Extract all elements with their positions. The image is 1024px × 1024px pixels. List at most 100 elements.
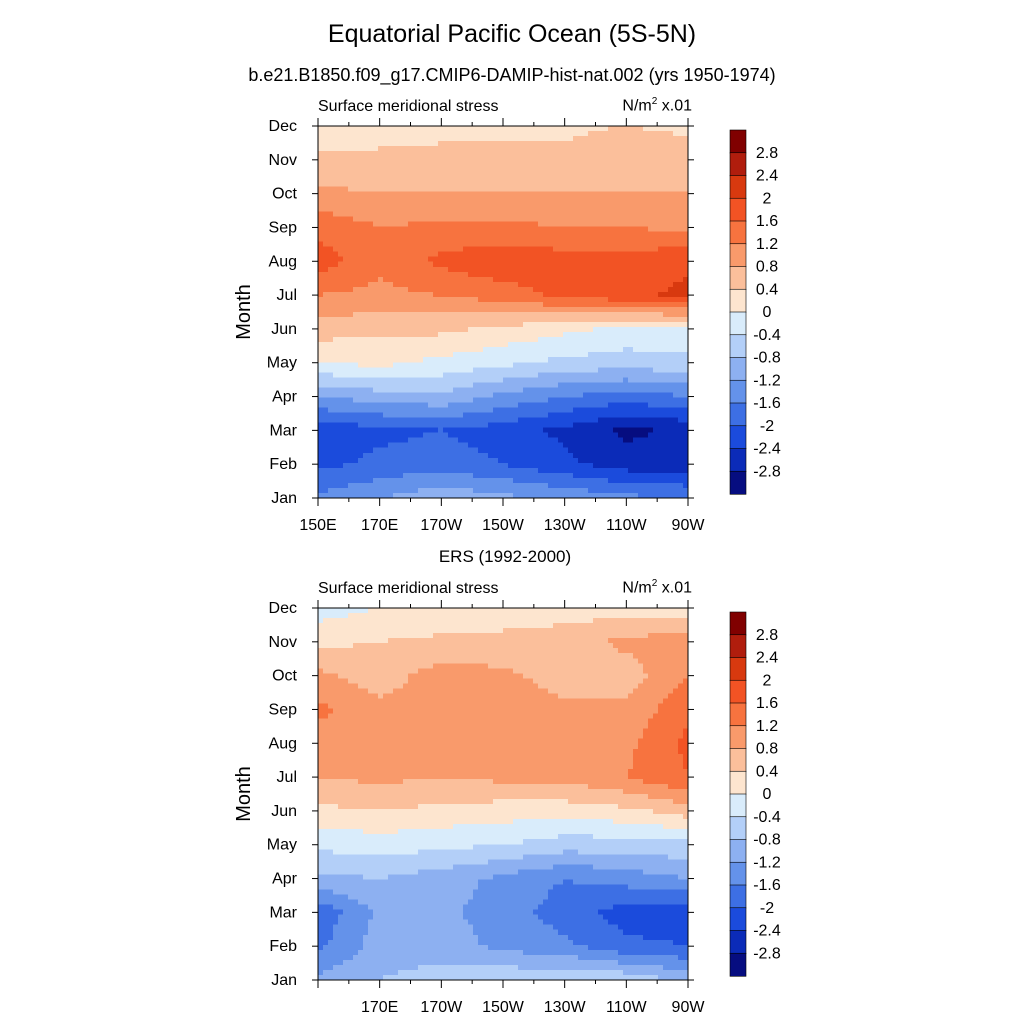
field-cell [553,442,559,449]
field-cell [463,432,469,439]
field-cell [503,447,509,454]
field-cell [653,186,659,192]
field-cell [488,422,494,429]
field-cell [403,281,409,288]
field-cell [323,407,329,414]
field-cell [553,327,559,333]
field-cell [433,452,439,459]
field-cell [543,231,549,238]
field-cell [528,211,534,218]
field-cell [323,422,329,429]
field-cell [658,196,664,203]
field-cell [548,141,554,147]
field-cell [408,457,414,464]
field-cell [588,261,594,268]
field-cell [433,251,439,258]
field-cell [483,161,489,167]
field-cell [418,256,424,263]
field-cell [573,181,579,187]
field-cell [358,412,364,419]
field-cell [433,382,439,389]
field-cell [338,327,344,333]
field-cell [668,221,674,228]
field-cell [558,186,564,192]
field-cell [593,457,599,464]
field-cell [448,417,454,424]
field-cell [598,437,604,444]
field-cell [458,377,464,383]
field-cell [368,161,374,167]
field-cell [463,417,469,424]
field-cell [478,166,484,172]
field-cell [663,236,669,243]
field-cell [458,216,464,223]
field-cell [593,206,599,213]
field-cell [633,196,639,203]
field-cell [338,382,344,389]
field-cell [473,241,479,248]
field-cell [488,457,494,464]
field-cell [418,211,424,218]
field-cell [608,392,614,399]
field-cell [543,337,549,343]
field-cell [318,432,324,439]
field-cell [513,146,519,152]
field-cell [358,322,364,328]
field-cell [403,141,409,147]
field-cell [403,367,409,373]
field-cell [443,322,449,328]
field-cell [373,447,379,454]
field-cell [628,442,634,449]
field-cell [383,337,389,343]
field-cell [353,271,359,278]
field-cell [378,362,384,368]
field-cell [453,126,459,132]
field-cell [433,126,439,132]
field-cell [498,256,504,263]
field-cell [558,312,564,318]
field-cell [418,387,424,394]
field-cell [438,276,444,283]
field-cell [328,306,334,313]
field-cell [683,372,689,378]
field-cell [673,146,679,152]
field-cell [513,432,519,439]
field-cell [363,322,369,328]
field-cell [528,261,534,268]
field-cell [673,151,679,157]
field-cell [478,196,484,203]
field-cell [628,196,634,203]
field-cell [383,437,389,444]
field-cell [433,306,439,313]
field-cell [653,291,659,298]
field-cell [578,251,584,258]
field-cell [333,251,339,258]
field-cell [573,126,579,132]
field-cell [563,281,569,288]
field-cell [503,397,509,404]
field-cell [528,191,534,197]
field-cell [503,352,509,358]
field-cell [608,457,614,464]
field-cell [613,387,619,394]
field-cell [378,211,384,218]
field-cell [583,397,589,404]
field-cell [608,191,614,197]
field-cell [528,196,534,203]
field-cell [493,367,499,373]
field-cell [418,422,424,429]
field-cell [533,256,539,263]
field-cell [483,412,489,419]
field-cell [483,407,489,414]
field-cell [383,146,389,152]
field-cell [613,206,619,213]
field-cell [328,131,334,137]
field-cell [358,131,364,137]
field-cell [353,372,359,378]
field-cell [608,402,614,409]
field-cell [443,236,449,243]
field-cell [363,266,369,273]
field-cell [453,161,459,167]
field-cell [403,372,409,378]
field-cell [383,271,389,278]
